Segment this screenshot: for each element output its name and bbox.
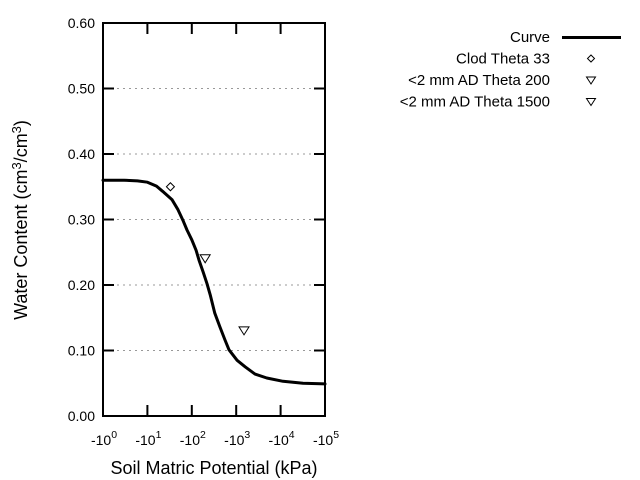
- legend-label: Curve: [510, 29, 550, 46]
- curve-layer: [101, 178, 327, 386]
- diamond-marker: [165, 182, 176, 192]
- diamond-marker: [586, 54, 596, 63]
- legend-label: Clod Theta 33: [456, 51, 550, 68]
- x-tick-label: -102: [180, 429, 206, 448]
- y-tick-label: 0.00: [68, 408, 95, 424]
- y-tick-label: 0.60: [68, 15, 95, 31]
- gridlines: [105, 88, 324, 351]
- x-tick-label: -100: [91, 429, 117, 448]
- legend-label: <2 mm AD Theta 200: [408, 72, 550, 89]
- triangle-down-marker: [238, 326, 250, 336]
- x-tick-label: -105: [313, 429, 339, 448]
- legend: Curve Clod Theta 33 <2 mm AD Theta 200 <2 m…: [400, 29, 621, 111]
- y-axis-title-text: Water Content (cm3/cm3): [9, 120, 31, 320]
- x-tick-label: -101: [135, 429, 161, 448]
- y-axis-title: Water Content (cm3/cm3): [9, 120, 31, 320]
- x-axis-title: Soil Matric Potential (kPa): [110, 458, 317, 478]
- retention-curve: [101, 178, 327, 386]
- y-tick-label: 0.40: [68, 146, 95, 162]
- x-tick-label: -104: [269, 429, 295, 448]
- triangle-down-marker: [585, 76, 597, 85]
- markers-layer: [165, 182, 250, 336]
- plot-border: [102, 22, 326, 417]
- x-tick-label: -103: [224, 429, 250, 448]
- y-tick-label: 0.50: [68, 81, 95, 97]
- legend-label: <2 mm AD Theta 1500: [400, 94, 550, 111]
- x-tick-labels: -100 -101 -102 -103 -104 -105: [91, 429, 339, 448]
- triangle-down-marker: [585, 98, 597, 107]
- triangle-down-marker: [199, 254, 212, 264]
- axis-ticks: [102, 22, 326, 417]
- y-tick-label: 0.30: [68, 212, 95, 228]
- y-tick-label: 0.20: [68, 277, 95, 293]
- y-tick-label: 0.10: [68, 343, 95, 359]
- y-tick-labels: 0.00 0.10 0.20 0.30 0.40 0.50 0.60: [68, 15, 95, 424]
